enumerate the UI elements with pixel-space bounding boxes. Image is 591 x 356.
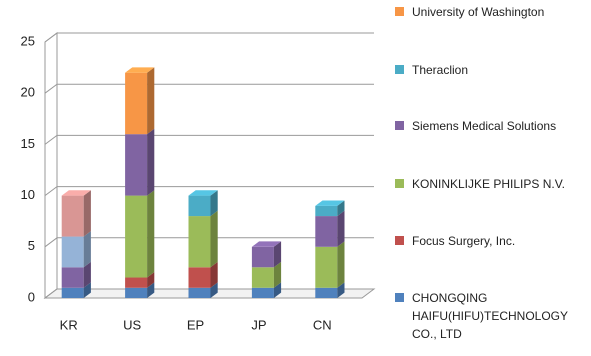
- legend-item: Focus Surgery, Inc.: [395, 232, 582, 250]
- bar-side: [210, 261, 218, 288]
- y-tick-label: 25: [21, 33, 35, 48]
- bar-side: [337, 200, 345, 217]
- x-tick-label: US: [123, 317, 141, 332]
- legend-label: University of Washington: [412, 5, 545, 19]
- x-tick-label: EP: [187, 317, 204, 332]
- legend-swatch: [395, 236, 404, 245]
- legend-item: Siemens Medical Solutions: [395, 117, 582, 135]
- bar-segment: [125, 72, 148, 135]
- y-tick-label: 5: [28, 238, 35, 253]
- bar-side: [337, 210, 345, 247]
- plot: 0 5 10 15 20 25 KR US EP JP CN: [21, 32, 376, 332]
- bar-segment: [251, 267, 274, 288]
- bar-segment: [315, 216, 338, 247]
- bar-segment: [125, 287, 148, 298]
- grid-line: [44, 237, 374, 248]
- bar-segment: [315, 246, 338, 288]
- bar-top: [188, 190, 218, 196]
- legend-item: KONINKLIJKE PHILIPS N.V.: [395, 175, 582, 193]
- bar-segment: [125, 277, 148, 288]
- bar-side: [147, 282, 155, 298]
- bar-segment: [251, 246, 274, 268]
- bar-top: [251, 241, 282, 247]
- bar-segment: [251, 287, 274, 298]
- bar-side: [273, 261, 282, 288]
- bar-side: [147, 272, 155, 288]
- bar-segment: [61, 287, 84, 298]
- grid-line: [44, 134, 374, 145]
- bar-segment: [125, 134, 148, 196]
- bar-segment: [315, 205, 338, 217]
- legend-swatch: [395, 179, 404, 188]
- bar-segment: [188, 287, 211, 298]
- bar-segment: [188, 216, 211, 268]
- legend-item: CHONGQING HAIFU(HIFU)TECHNOLOGY CO., LTD: [395, 289, 582, 343]
- bar-segment: [315, 287, 338, 298]
- legend-label: KONINKLIJKE PHILIPS N.V.: [412, 177, 565, 191]
- bar-side: [83, 261, 91, 288]
- bar-top: [125, 67, 155, 73]
- bar-side: [147, 67, 155, 135]
- grid-line: [44, 186, 374, 197]
- bar-side: [337, 241, 345, 288]
- bar-side: [337, 282, 345, 298]
- legend: University of Washington Theraclion Siemen…: [395, 0, 585, 356]
- bar-side: [210, 282, 218, 298]
- y-tick-label: 15: [21, 136, 35, 151]
- legend-swatch: [395, 7, 404, 16]
- bar-top: [61, 190, 91, 196]
- legend-label: Theraclion: [412, 63, 469, 77]
- legend-swatch: [395, 65, 404, 74]
- y-tick-label: 0: [28, 289, 35, 304]
- back-wall: [44, 32, 58, 299]
- bar-side: [83, 190, 91, 237]
- legend-label: Siemens Medical Solutions: [412, 119, 557, 133]
- grid-line: [44, 32, 374, 43]
- bar-top: [315, 200, 345, 206]
- legend-item: University of Washington: [395, 3, 582, 21]
- legend-label: Focus Surgery, Inc.: [412, 234, 516, 248]
- y-tick-label: 10: [21, 187, 35, 202]
- bar-side: [273, 241, 282, 268]
- x-tick-label: JP: [251, 317, 266, 332]
- bar-side: [210, 190, 218, 217]
- bar-segment: [61, 236, 84, 268]
- bar-segment: [188, 195, 211, 217]
- x-tick-label: CN: [313, 317, 332, 332]
- bar-side: [273, 282, 282, 298]
- bar-side: [83, 231, 91, 268]
- legend-item: Theraclion: [395, 61, 582, 79]
- bar-segment: [188, 267, 211, 288]
- bar-side: [147, 128, 155, 196]
- x-tick-label: KR: [60, 317, 78, 332]
- bar-segment: [61, 267, 84, 288]
- bar-side: [147, 190, 155, 278]
- bar-segment: [61, 195, 84, 237]
- y-tick-label: 20: [21, 85, 35, 100]
- bar-side: [210, 210, 218, 268]
- legend-swatch: [395, 293, 404, 302]
- bar-side: [83, 282, 91, 298]
- legend-label: CHONGQING HAIFU(HIFU)TECHNOLOGY CO., LTD: [412, 291, 568, 341]
- bar-segment: [125, 195, 148, 278]
- legend-swatch: [395, 121, 404, 130]
- grid-line: [44, 83, 374, 94]
